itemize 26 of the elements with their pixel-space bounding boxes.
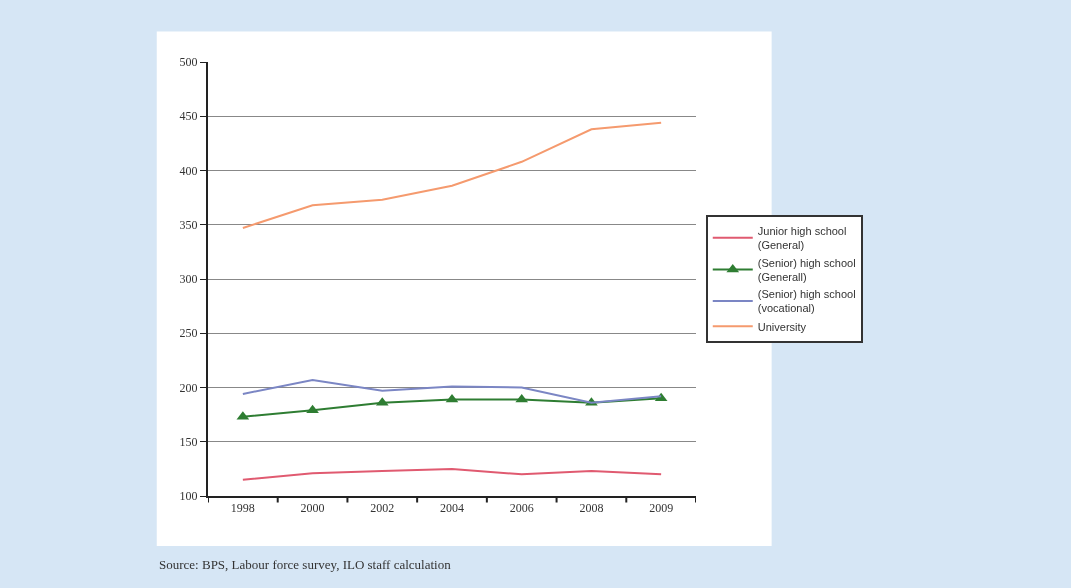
- x-tick-label: 2004: [440, 501, 464, 516]
- y-tick-label: 450: [179, 109, 198, 124]
- legend-label: University: [757, 320, 807, 333]
- x-tick-label: 2006: [509, 501, 534, 516]
- x-tick-label: 2000: [300, 501, 325, 516]
- y-tick-label: 350: [179, 217, 198, 232]
- legend-label: (Senior) high school (vocational): [757, 288, 856, 315]
- source-note: Source: BPS, Labour force survey, ILO staff calculation: [159, 557, 452, 572]
- legend-label: Junior high school (General): [757, 224, 847, 252]
- point: [306, 404, 319, 414]
- y-tick-label: 150: [179, 434, 198, 449]
- x-tick-label: 1998: [230, 501, 255, 516]
- x-tick-label: 2002: [370, 501, 395, 516]
- point: [445, 393, 459, 403]
- y-tick-label: 400: [179, 163, 198, 178]
- y-tick-label: 100: [179, 489, 198, 504]
- point: [515, 393, 529, 403]
- y-tick-label: 300: [179, 272, 198, 287]
- legend-label: (Senior) high school (Generall): [757, 256, 856, 283]
- x-tick-label: 2008: [579, 501, 604, 516]
- line-series: [241, 121, 663, 230]
- y-tick-label: 200: [179, 380, 198, 395]
- x-tick-label: 2009: [649, 501, 674, 516]
- line-series: [241, 467, 663, 481]
- y-tick-label: 250: [179, 326, 198, 341]
- y-tick-label: 500: [179, 55, 198, 70]
